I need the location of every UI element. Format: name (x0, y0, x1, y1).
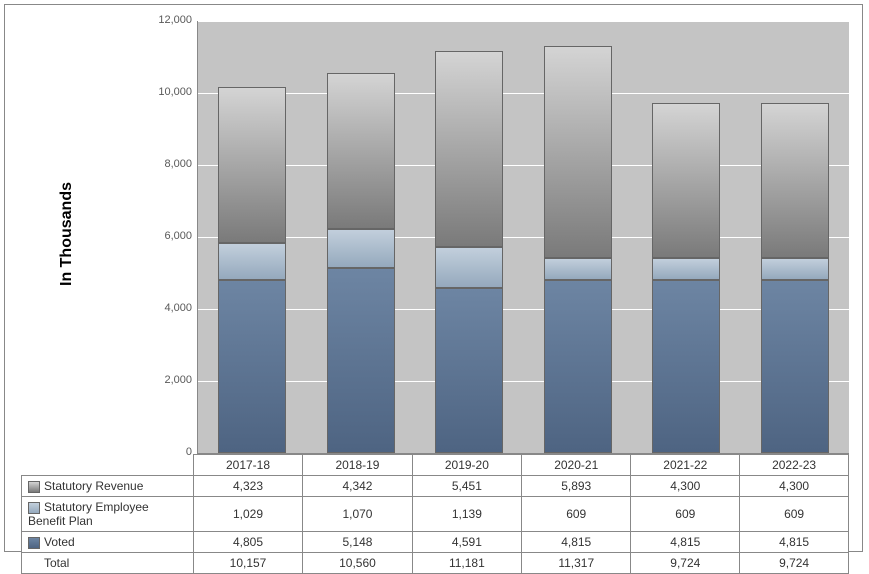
data-table: 2017-182018-192019-202020-212021-222022-… (21, 454, 849, 574)
data-cell: 1,070 (303, 497, 412, 532)
data-cell: 5,893 (522, 476, 631, 497)
bar (435, 50, 503, 453)
bar-segment (544, 46, 612, 258)
bar (652, 103, 720, 453)
series-label-cell: Statutory Revenue (22, 476, 194, 497)
total-cell: 10,560 (303, 553, 412, 574)
data-cell: 4,815 (631, 532, 740, 553)
total-cell: 11,317 (522, 553, 631, 574)
bar (761, 103, 829, 453)
category-header: 2018-19 (303, 455, 412, 476)
gridline (198, 381, 849, 382)
gridline (198, 309, 849, 310)
y-tick-label: 12,000 (142, 14, 192, 26)
data-cell: 609 (522, 497, 631, 532)
table-header-row: 2017-182018-192019-202020-212021-222022-… (22, 455, 849, 476)
bar-segment (327, 268, 395, 453)
category-header: 2022-23 (740, 455, 849, 476)
data-cell: 609 (631, 497, 740, 532)
bar-segment (327, 229, 395, 268)
bar-segment (435, 51, 503, 247)
bar-segment (761, 103, 829, 258)
total-cell: 9,724 (631, 553, 740, 574)
table-row: Statutory Revenue4,3234,3425,4515,8934,3… (22, 476, 849, 497)
bar-segment (435, 288, 503, 453)
category-header: 2021-22 (631, 455, 740, 476)
legend-marker (28, 502, 40, 514)
data-cell: 4,815 (522, 532, 631, 553)
data-cell: 4,323 (193, 476, 302, 497)
data-cell: 4,300 (740, 476, 849, 497)
bar (327, 73, 395, 453)
category-header: 2019-20 (412, 455, 521, 476)
bar-segment (435, 247, 503, 288)
series-label-cell: Statutory Employee Benefit Plan (22, 497, 194, 532)
series-label: Statutory Employee Benefit Plan (28, 500, 149, 528)
table-corner-cell (22, 455, 194, 476)
data-cell: 5,451 (412, 476, 521, 497)
bar-segment (218, 243, 286, 280)
data-cell: 609 (740, 497, 849, 532)
table-row: Voted4,8055,1484,5914,8154,8154,815 (22, 532, 849, 553)
chart-container: In Thousands 02,0004,0006,0008,00010,000… (4, 4, 863, 552)
legend-marker (28, 537, 40, 549)
gridline (198, 93, 849, 94)
y-tick-label: 6,000 (142, 230, 192, 242)
bar-segment (218, 87, 286, 243)
data-cell: 4,591 (412, 532, 521, 553)
y-axis-label: In Thousands (58, 182, 76, 286)
y-tick-label: 2,000 (142, 374, 192, 386)
plot-area (197, 21, 849, 454)
bar (544, 46, 612, 453)
bar-segment (652, 103, 720, 258)
bar-segment (327, 73, 395, 229)
total-cell: 11,181 (412, 553, 521, 574)
data-cell: 4,815 (740, 532, 849, 553)
bar-segment (218, 280, 286, 453)
bar-segment (761, 258, 829, 280)
bar-segment (761, 280, 829, 453)
bar-segment (544, 258, 612, 280)
gridline (198, 21, 849, 22)
data-cell: 5,148 (303, 532, 412, 553)
total-cell: 9,724 (740, 553, 849, 574)
data-cell: 4,805 (193, 532, 302, 553)
data-cell: 1,029 (193, 497, 302, 532)
bar-segment (652, 280, 720, 453)
category-header: 2020-21 (522, 455, 631, 476)
series-label-cell: Voted (22, 532, 194, 553)
table-row: Statutory Employee Benefit Plan 1,0291,07… (22, 497, 849, 532)
gridline (198, 237, 849, 238)
legend-marker (28, 481, 40, 493)
gridline (198, 165, 849, 166)
bar-segment (544, 280, 612, 453)
bar-segment (652, 258, 720, 280)
series-label: Voted (44, 535, 75, 549)
y-tick-label: 10,000 (142, 86, 192, 98)
total-label-cell: Total (22, 553, 194, 574)
table-total-row: Total10,15710,56011,18111,3179,7249,724 (22, 553, 849, 574)
data-cell: 4,300 (631, 476, 740, 497)
total-cell: 10,157 (193, 553, 302, 574)
series-label: Statutory Revenue (44, 479, 143, 493)
data-cell: 1,139 (412, 497, 521, 532)
bar (218, 87, 286, 453)
data-cell: 4,342 (303, 476, 412, 497)
y-tick-label: 8,000 (142, 158, 192, 170)
category-header: 2017-18 (193, 455, 302, 476)
y-tick-label: 4,000 (142, 302, 192, 314)
